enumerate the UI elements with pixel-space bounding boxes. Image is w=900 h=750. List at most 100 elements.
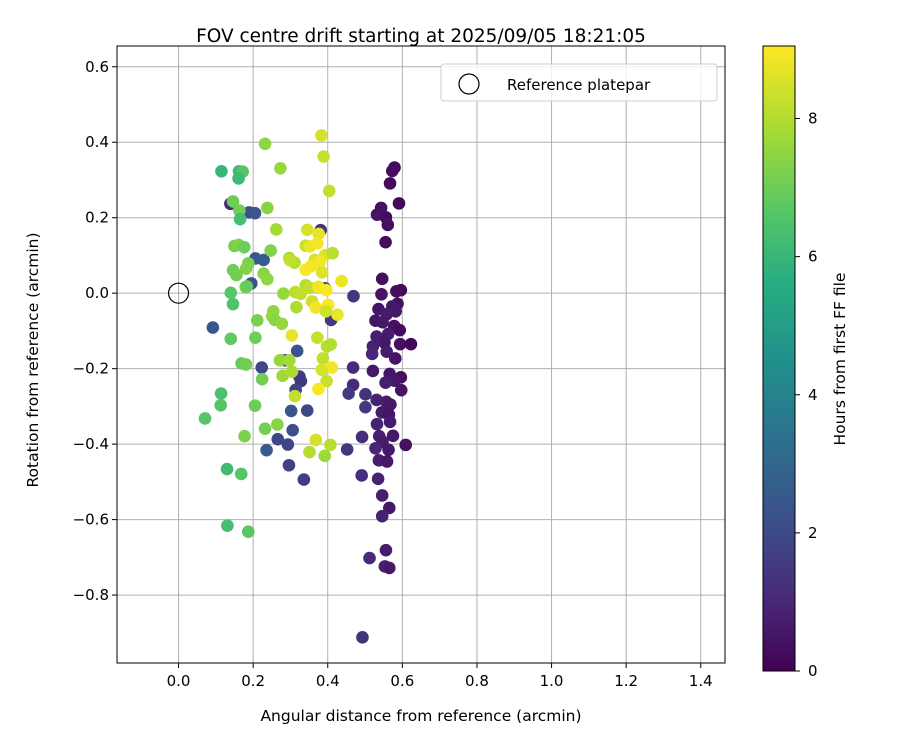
- data-point: [316, 352, 330, 365]
- data-point: [342, 387, 355, 400]
- data-point: [206, 321, 220, 334]
- data-point: [294, 287, 307, 301]
- reference-platepar-marker: [167, 282, 190, 304]
- data-point: [232, 172, 245, 185]
- data-point: [384, 398, 397, 411]
- data-point: [359, 388, 372, 401]
- x-axis-ticks: 0.0 0.2 0.4 0.6 0.8 1.0 1.2 1.4: [167, 663, 713, 690]
- data-point: [283, 254, 297, 267]
- data-point: [257, 253, 270, 267]
- data-point: [284, 404, 298, 418]
- colorbar: 0 2 4 6 8 Hours from first FF file: [762, 45, 849, 680]
- data-point: [261, 201, 274, 215]
- y-axis-ticks: 0.6 0.4 0.2 0.0 −0.2 −0.4 −0.6 −0.8: [73, 58, 117, 604]
- data-point: [383, 177, 397, 190]
- data-point: [324, 438, 337, 452]
- data-point: [390, 284, 403, 298]
- data-point: [355, 430, 369, 444]
- data-point: [331, 308, 344, 321]
- data-point: [226, 195, 240, 208]
- data-point: [370, 417, 384, 431]
- colorbar-ticks: 0 2 4 6 8: [795, 110, 818, 680]
- data-point: [385, 164, 399, 178]
- data-point: [261, 272, 274, 286]
- data-point: [347, 289, 360, 303]
- data-point: [290, 344, 304, 358]
- colorbar-tick-label: 8: [808, 110, 818, 128]
- data-point: [399, 438, 413, 452]
- data-point: [285, 365, 299, 378]
- data-point: [288, 389, 302, 403]
- data-point: [376, 315, 389, 329]
- data-point: [230, 268, 243, 282]
- legend-box: [440, 63, 718, 102]
- data-point: [312, 382, 325, 396]
- data-point: [283, 354, 296, 367]
- data-point: [238, 429, 251, 443]
- data-point: [355, 469, 368, 482]
- y-tick-label: −0.6: [73, 511, 109, 529]
- data-point: [214, 398, 227, 412]
- data-point: [264, 244, 277, 257]
- y-tick-label: −0.2: [73, 360, 109, 378]
- data-point: [255, 361, 269, 374]
- data-point: [375, 509, 389, 523]
- data-point: [240, 280, 254, 293]
- data-point: [290, 300, 303, 314]
- chart-title: FOV centre drift starting at 2025/09/05 …: [196, 26, 646, 47]
- data-point: [317, 150, 330, 163]
- x-tick-label: 0.6: [390, 672, 414, 690]
- grid: [117, 46, 725, 663]
- data-point: [311, 331, 324, 345]
- data-point: [300, 223, 314, 237]
- data-point: [319, 304, 333, 318]
- data-point: [215, 164, 228, 178]
- y-tick-label: 0.6: [85, 58, 109, 76]
- data-point: [260, 443, 273, 457]
- data-point: [269, 223, 283, 236]
- data-point: [322, 184, 336, 198]
- reference-marker-layer: [167, 282, 190, 304]
- data-point: [386, 429, 400, 443]
- data-point: [250, 314, 264, 327]
- data-point: [318, 449, 332, 463]
- data-point: [404, 337, 418, 351]
- legend-label-reference-platepar: Reference platepar: [507, 76, 651, 94]
- data-point: [375, 272, 389, 286]
- data-point: [346, 361, 360, 374]
- data-point: [363, 551, 376, 565]
- x-axis-label: Angular distance from reference (arcmin): [260, 707, 581, 725]
- data-point: [382, 501, 396, 515]
- legend: Reference platepar: [440, 63, 718, 102]
- data-point: [239, 358, 253, 371]
- data-point: [198, 412, 212, 425]
- x-tick-label: 0.0: [167, 672, 191, 690]
- data-point: [255, 372, 269, 386]
- data-point: [325, 361, 339, 374]
- colorbar-label: Hours from first FF file: [831, 273, 849, 446]
- data-point: [286, 423, 299, 437]
- y-tick-label: 0.0: [85, 284, 109, 302]
- y-tick-label: 0.4: [85, 133, 109, 151]
- data-point: [392, 197, 406, 210]
- data-point: [297, 473, 311, 486]
- data-point: [226, 297, 240, 311]
- data-point: [271, 432, 285, 446]
- data-point: [370, 393, 383, 407]
- data-point: [248, 206, 262, 220]
- x-tick-label: 0.2: [241, 672, 265, 690]
- data-point: [233, 212, 247, 226]
- data-point: [303, 445, 316, 459]
- data-point: [224, 286, 238, 300]
- data-point: [382, 443, 395, 457]
- data-point: [319, 283, 333, 297]
- data-point: [379, 376, 392, 389]
- data-point: [375, 288, 388, 301]
- data-point: [221, 519, 234, 532]
- data-point: [214, 387, 228, 400]
- data-point: [271, 418, 284, 431]
- data-point: [366, 364, 380, 378]
- data-point: [369, 441, 382, 455]
- data-point: [282, 458, 296, 472]
